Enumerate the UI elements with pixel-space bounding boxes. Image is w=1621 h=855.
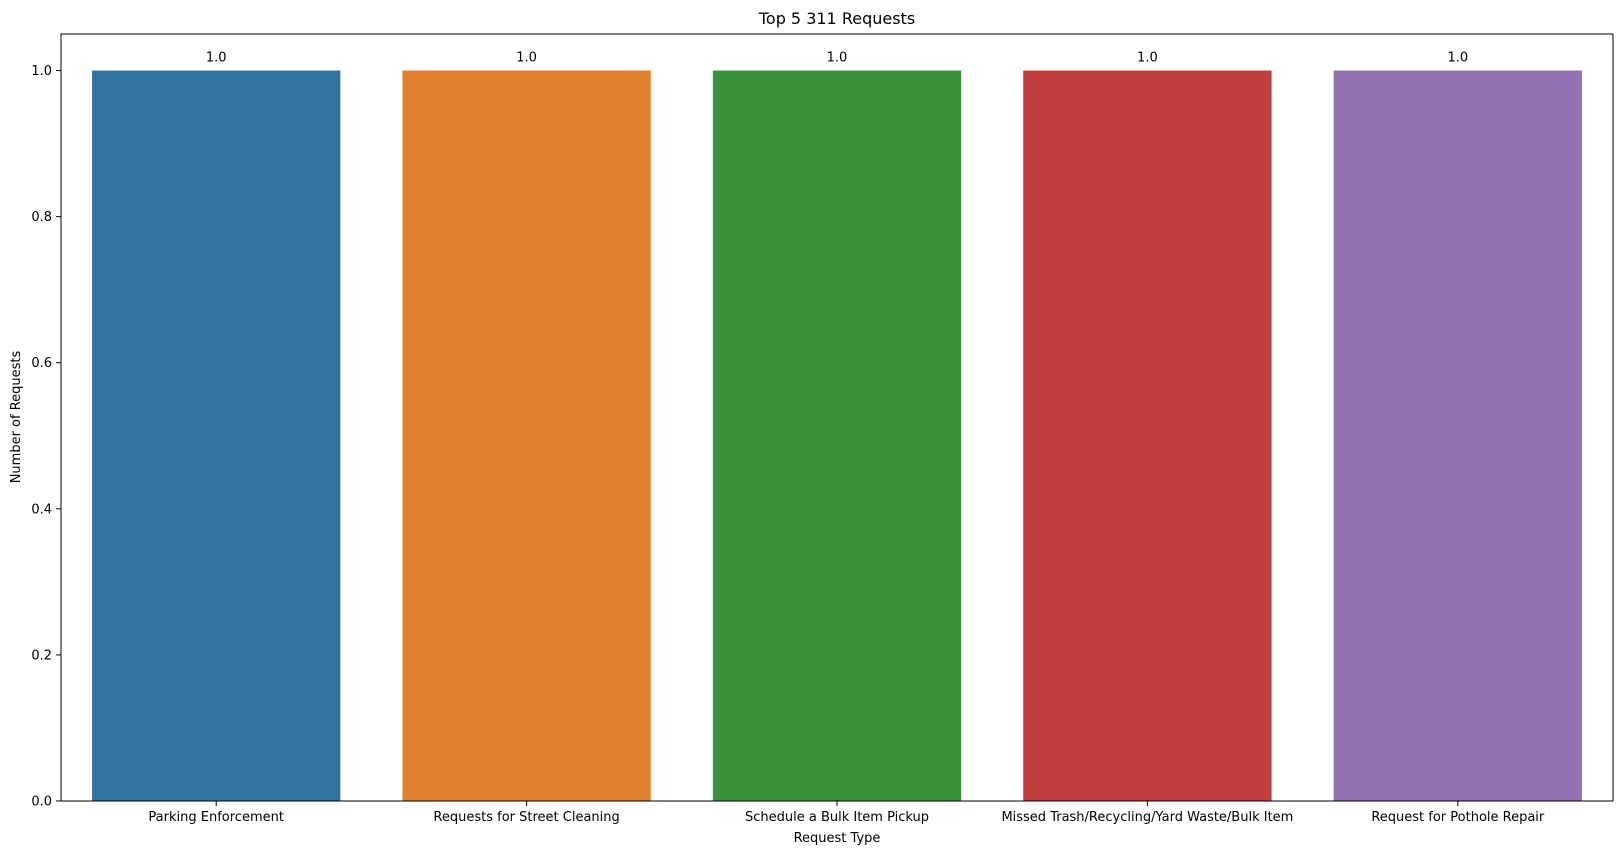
- bar: [1333, 70, 1582, 802]
- y-axis-title: Number of Requests: [9, 350, 24, 483]
- bar: [1023, 70, 1272, 802]
- bar: [92, 70, 341, 802]
- y-tick-label: 1.0: [31, 64, 52, 79]
- plot-frame: [60, 33, 1614, 802]
- bar-value-label: 1.0: [516, 51, 537, 66]
- x-tick-label: Schedule a Bulk Item Pickup: [745, 810, 929, 825]
- y-tick-label: 0.4: [31, 502, 52, 517]
- bar: [712, 70, 962, 802]
- x-tick-label: Missed Trash/Recycling/Yard Waste/Bulk I…: [1001, 810, 1293, 825]
- y-tick-label: 0.2: [31, 648, 52, 663]
- bar: [402, 70, 651, 802]
- x-tick-label: Requests for Street Cleaning: [433, 810, 619, 825]
- x-tick-label: Parking Enforcement: [148, 810, 284, 825]
- bars-group: [92, 70, 1582, 802]
- bar-value-label: 1.0: [1447, 51, 1468, 66]
- data-labels-group: 1.0 1.0 1.0 1.0 1.0: [206, 51, 1468, 66]
- chart-title: Top 5 311 Requests: [758, 9, 915, 28]
- y-tick-label: 0.0: [31, 795, 52, 810]
- y-tick-label: 0.6: [31, 356, 52, 371]
- y-tick-label: 0.8: [31, 210, 52, 225]
- bar-value-label: 1.0: [206, 51, 227, 66]
- bar-value-label: 1.0: [1137, 51, 1158, 66]
- x-axis: Parking Enforcement Requests for Street C…: [148, 801, 1545, 825]
- x-tick-label: Request for Pothole Repair: [1371, 810, 1545, 825]
- x-axis-title: Request Type: [794, 831, 881, 846]
- bar-value-label: 1.0: [827, 51, 848, 66]
- y-axis: 0.0 0.2 0.4 0.6 0.8 1.0: [31, 64, 61, 810]
